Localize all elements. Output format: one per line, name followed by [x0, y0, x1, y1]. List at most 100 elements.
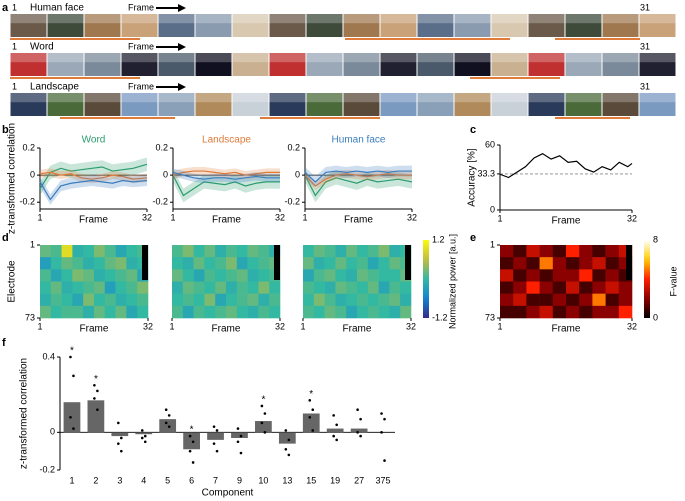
heatmap-cell	[226, 257, 238, 270]
heatmap-cell	[204, 257, 216, 270]
heatmap-cell	[236, 281, 248, 294]
heatmap-cell	[104, 269, 116, 282]
heatmap-cell	[346, 305, 358, 319]
heatmap-cell	[40, 305, 52, 319]
data-point	[236, 440, 240, 444]
frame-image-sky	[121, 14, 158, 24]
bar	[302, 413, 320, 433]
data-point	[72, 374, 75, 378]
colorbar	[644, 240, 650, 318]
heatmap-cell	[303, 269, 315, 282]
frame-image	[121, 53, 158, 76]
heatmap-cell	[126, 293, 138, 307]
data-point	[335, 423, 338, 427]
heatmap-cell	[182, 257, 194, 270]
heatmap-cell	[83, 269, 95, 282]
significance-star: *	[261, 395, 265, 406]
heatmap-cell	[182, 305, 194, 319]
frame-image	[454, 93, 491, 116]
frame-image-sky	[10, 93, 47, 103]
data-point	[263, 412, 267, 415]
frame-image	[417, 53, 454, 76]
significance-star: *	[309, 389, 313, 400]
frame-image	[343, 14, 380, 37]
heatmap-cell	[566, 305, 580, 319]
heatmap-cell	[104, 305, 116, 319]
frame-highlight	[555, 38, 640, 40]
heatmap-cell	[539, 245, 554, 258]
bar	[135, 432, 153, 435]
frame-image-sky	[158, 53, 195, 63]
data-point	[120, 436, 123, 440]
heatmap-cell	[172, 293, 184, 307]
data-point	[140, 429, 144, 432]
x-tick-label: 5	[165, 475, 170, 485]
data-point	[167, 425, 171, 428]
heatmap-cell	[579, 293, 593, 307]
panel-label: f	[2, 337, 6, 349]
heatmap-cell	[258, 269, 270, 282]
heatmap-cell	[335, 257, 347, 270]
frame-image-sky	[269, 93, 306, 103]
heatmap-cell	[204, 245, 216, 258]
heatmap-cell	[552, 245, 567, 258]
frame-image	[232, 14, 269, 37]
x-tick-label: 3	[117, 475, 122, 485]
chart-title: Landscape	[202, 135, 251, 146]
data-point	[96, 389, 99, 393]
heatmap-cell	[72, 281, 84, 294]
heatmap-cell	[313, 257, 325, 270]
frame-image-sky	[343, 93, 380, 103]
frame-image	[47, 93, 84, 116]
y-tick-label: 73	[25, 312, 35, 322]
heatmap-cell	[324, 257, 336, 270]
bar	[183, 432, 200, 450]
heatmap-cell	[500, 269, 514, 282]
y-tick-label: 1	[30, 239, 35, 249]
error-band	[305, 169, 412, 191]
frame-image	[380, 14, 417, 37]
heatmap-cell	[83, 245, 95, 258]
heatmap-cell	[115, 293, 127, 307]
heatmap-cell	[539, 305, 554, 319]
data-point	[260, 404, 264, 408]
frame-image	[269, 14, 306, 37]
heatmap-cell	[367, 257, 379, 270]
heatmap-cell	[303, 281, 315, 294]
heatmap-cell	[526, 293, 540, 307]
frame-end: 31	[640, 2, 650, 12]
heatmap-cell	[500, 305, 514, 319]
frame-image-sky	[380, 14, 417, 24]
data-point	[380, 431, 383, 434]
heatmap-cell	[61, 281, 73, 294]
frame-arrow-head	[178, 43, 186, 51]
heatmap-cell	[389, 245, 401, 258]
heatmap-cell	[115, 257, 127, 270]
x-tick-label: 1	[170, 212, 175, 222]
frame-image-sky	[306, 93, 343, 103]
frame-image-sky	[565, 53, 602, 63]
x-axis-label: Frame	[552, 216, 581, 227]
heatmap-cell	[258, 281, 270, 294]
heatmap-cell	[400, 305, 412, 319]
y-axis-label: Accuracy [%]	[467, 148, 478, 207]
heatmap-cell	[72, 257, 84, 270]
data-point	[308, 399, 312, 402]
frame-image	[232, 93, 269, 116]
panel-label: a	[2, 2, 9, 14]
heatmap-cell	[104, 293, 116, 307]
heatmap-cell	[204, 305, 216, 319]
heatmap-cell	[226, 293, 238, 307]
heatmap-cell	[83, 257, 95, 270]
frame-arrow-head	[178, 83, 186, 91]
heatmap-cell	[566, 257, 580, 270]
frame-highlight	[60, 117, 175, 119]
frame-image	[10, 93, 47, 116]
heatmap-cell	[83, 305, 95, 319]
series-line	[39, 179, 148, 201]
heatmap-cell	[592, 257, 606, 270]
heatmap-cell	[115, 245, 127, 258]
frame-image-sky	[639, 53, 676, 63]
data-point	[239, 451, 243, 455]
heatmap-cell	[50, 281, 62, 294]
